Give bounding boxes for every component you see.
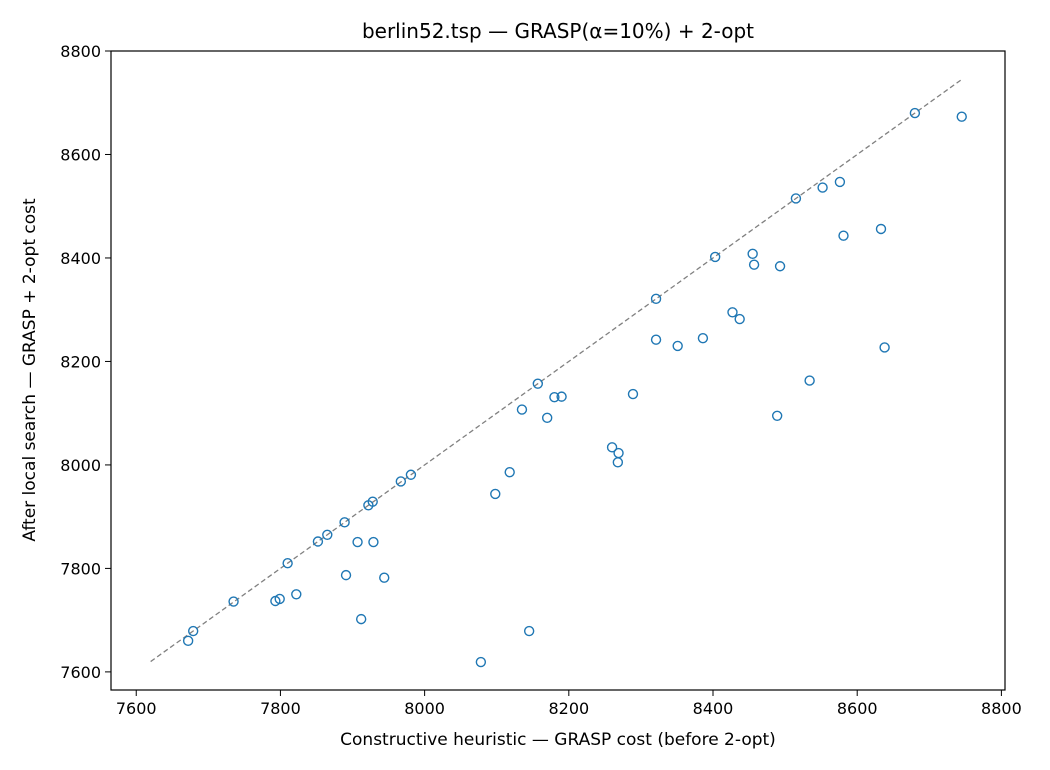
y-tick-label: 8600: [60, 145, 101, 164]
x-tick-label: 8000: [404, 699, 445, 718]
data-point: [475, 656, 487, 668]
data-point: [490, 488, 501, 500]
y-tick-label: 8400: [60, 249, 101, 268]
data-point: [747, 248, 758, 260]
data-point: [282, 558, 293, 569]
data-point: [734, 313, 745, 325]
y-tick-label: 8200: [60, 352, 101, 371]
x-tick-label: 7800: [260, 699, 301, 718]
data-point: [274, 593, 285, 605]
data-point: [834, 176, 846, 188]
data-point: [367, 496, 378, 507]
data-point: [368, 536, 379, 548]
data-point: [532, 378, 544, 389]
data-point: [339, 517, 350, 528]
y-tick-label: 8000: [60, 456, 101, 475]
data-point: [672, 340, 683, 352]
data-point: [379, 572, 390, 583]
data-point: [395, 476, 407, 487]
data-point: [556, 391, 567, 402]
reference-line: [150, 78, 963, 663]
chart-title: berlin52.tsp — GRASP(α=10%) + 2-opt: [362, 19, 754, 43]
data-point: [817, 182, 828, 193]
data-point: [727, 307, 738, 318]
reference-line-layer: [150, 78, 963, 663]
data-point: [182, 635, 194, 647]
data-point: [516, 404, 528, 415]
y-tick-label: 7800: [60, 559, 101, 578]
data-point: [187, 625, 199, 637]
data-point: [312, 536, 324, 547]
data-point: [523, 625, 535, 637]
x-tick-label: 8800: [981, 699, 1022, 718]
data-point: [291, 589, 302, 600]
data-point: [627, 388, 639, 400]
data-point: [879, 342, 890, 353]
data-point: [790, 193, 802, 204]
data-point: [355, 613, 367, 625]
data-point: [771, 410, 783, 421]
data-point: [650, 293, 662, 305]
x-tick-label: 8400: [693, 699, 734, 718]
data-point: [709, 251, 721, 263]
x-axis-ticks: 7600 7800 8000 8200 8400 8600 8800: [116, 690, 1022, 718]
data-point: [774, 261, 786, 272]
data-point: [352, 536, 363, 548]
y-axis-ticks: 7600 7800 8000 8200 8400 8600 8800: [60, 42, 111, 682]
data-point: [956, 111, 967, 122]
data-point: [613, 447, 624, 459]
x-tick-label: 8200: [548, 699, 589, 718]
data-point: [909, 107, 921, 119]
x-tick-label: 8600: [837, 699, 878, 718]
data-point: [504, 466, 515, 478]
y-axis-label: After local search — GRASP + 2-opt cost: [20, 198, 40, 542]
points-layer: [182, 107, 967, 668]
data-point: [606, 442, 618, 453]
data-point: [748, 259, 760, 270]
data-point: [838, 230, 849, 241]
data-point: [541, 412, 553, 424]
data-point: [697, 332, 709, 344]
data-point: [804, 375, 815, 386]
data-point: [405, 469, 417, 480]
y-tick-label: 8800: [60, 42, 101, 61]
x-axis-label: Constructive heuristic — GRASP cost (bef…: [340, 730, 776, 750]
data-point: [340, 569, 352, 581]
data-point: [875, 223, 887, 235]
data-point: [549, 391, 560, 403]
data-point: [228, 596, 239, 607]
data-point: [650, 334, 662, 345]
y-tick-label: 7600: [60, 663, 101, 682]
x-tick-label: 7600: [116, 699, 157, 718]
data-point: [322, 529, 333, 540]
plot-frame: [110, 50, 1006, 691]
